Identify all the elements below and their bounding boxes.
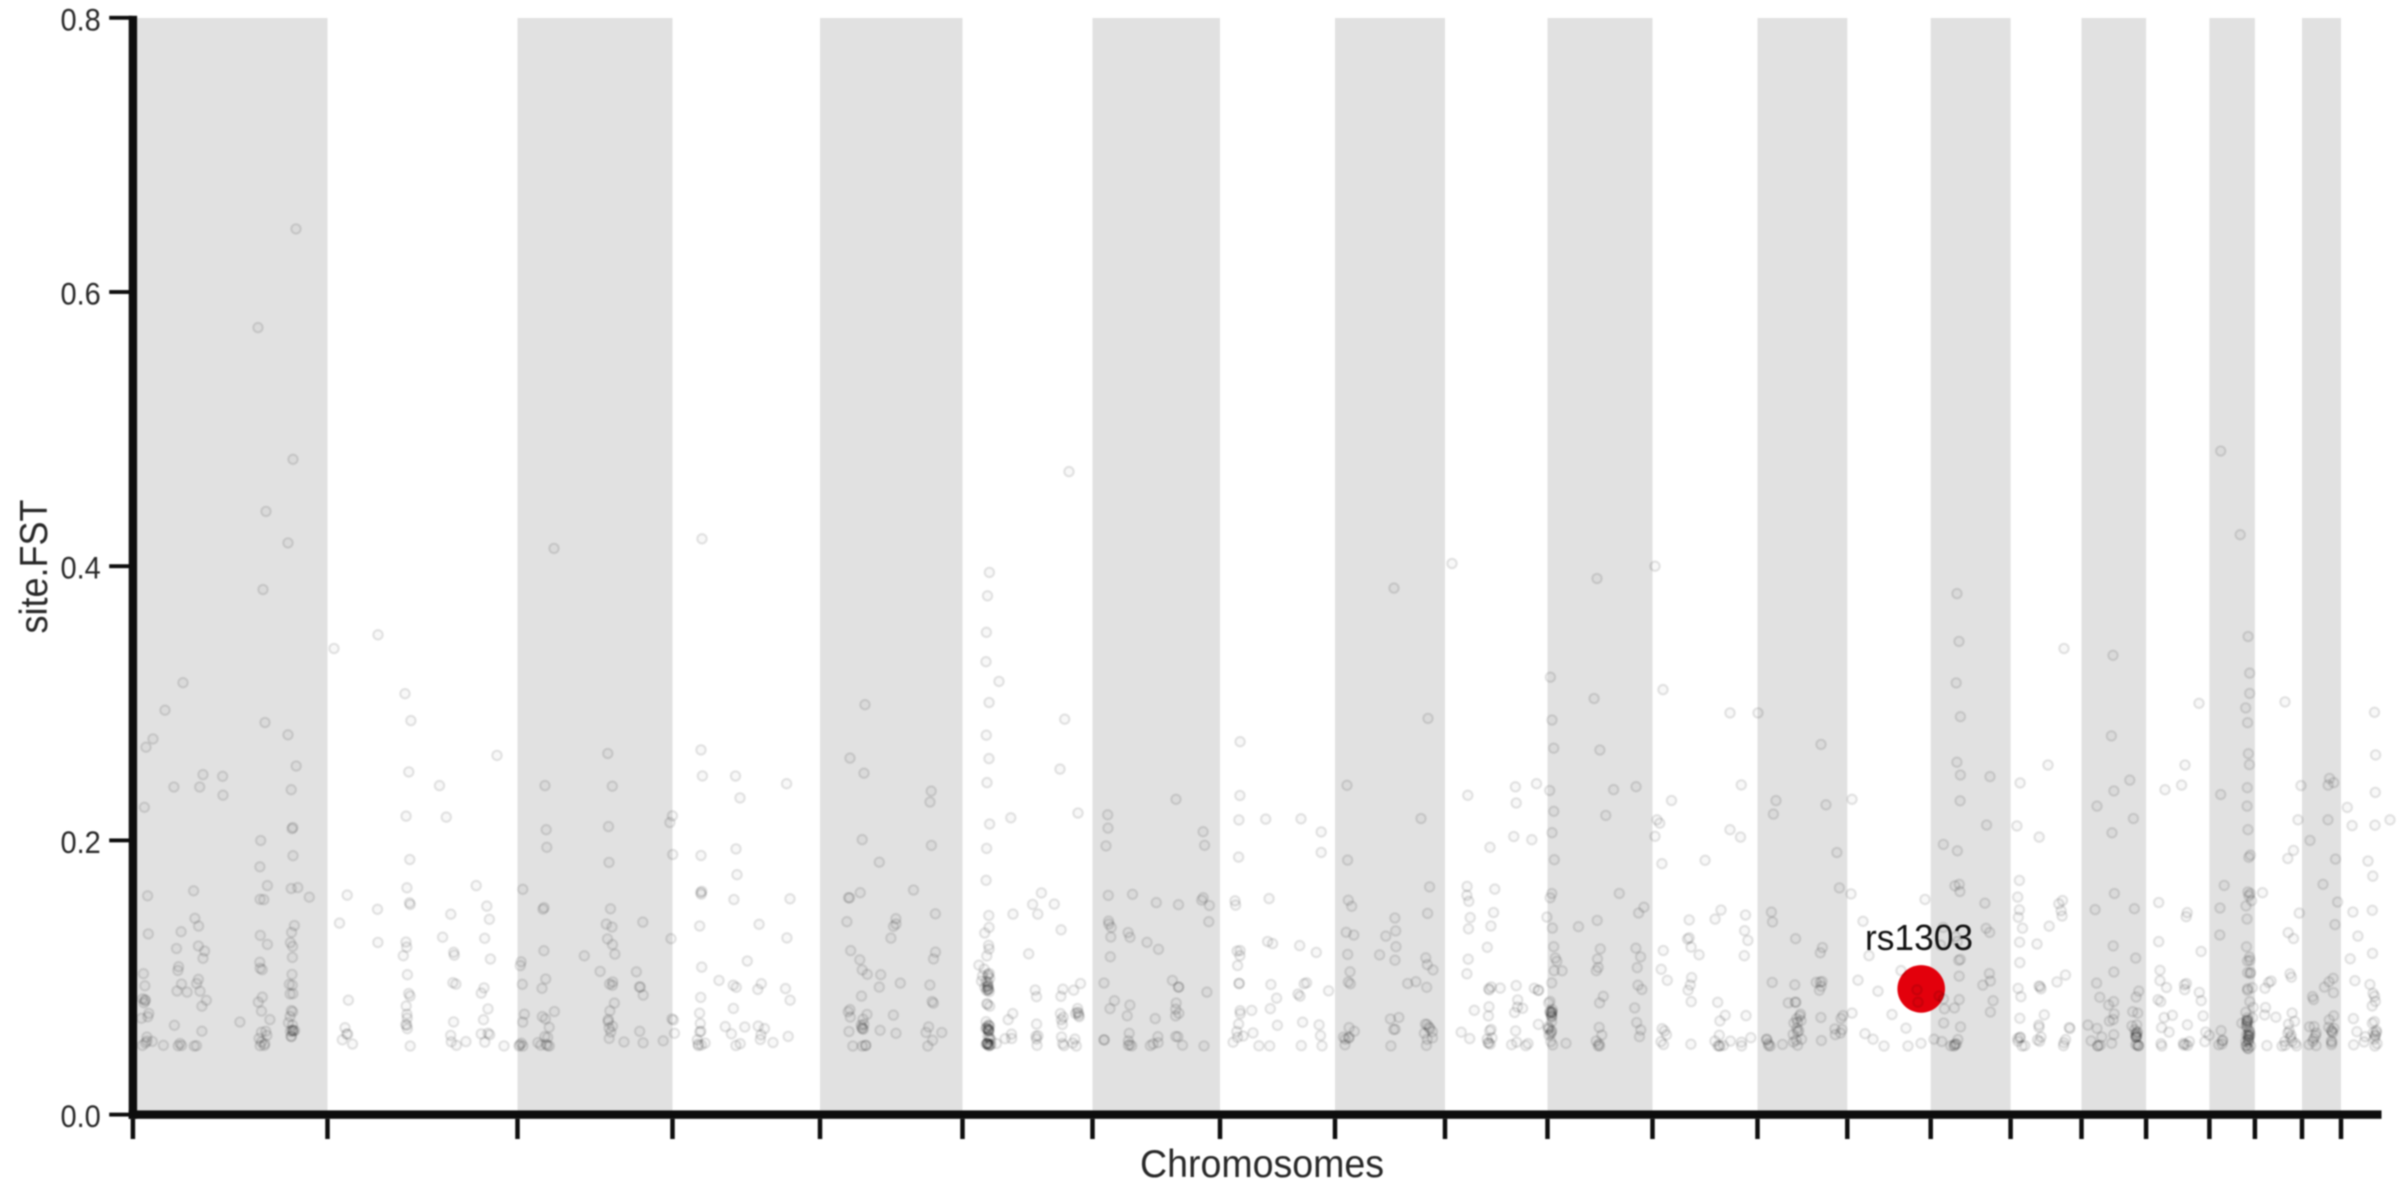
- svg-text:rs1303: rs1303: [1865, 917, 1973, 958]
- svg-text:0.8: 0.8: [61, 1, 101, 37]
- svg-text:Chromosomes: Chromosomes: [1140, 1143, 1384, 1186]
- svg-text:0.0: 0.0: [61, 1098, 101, 1134]
- svg-text:0.4: 0.4: [61, 550, 101, 586]
- svg-text:0.2: 0.2: [61, 824, 101, 860]
- svg-text:0.6: 0.6: [61, 276, 101, 312]
- svg-text:site.FST: site.FST: [13, 500, 56, 634]
